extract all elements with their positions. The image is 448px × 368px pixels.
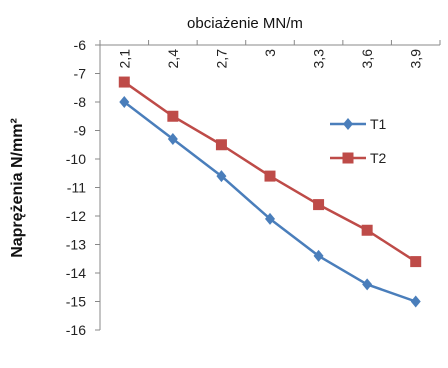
y-tick-label: -15 bbox=[66, 294, 86, 310]
data-point-t1 bbox=[410, 295, 421, 308]
data-point-t1 bbox=[265, 212, 275, 225]
x-tick-label: 2,7 bbox=[213, 49, 229, 69]
data-point-t1 bbox=[119, 96, 130, 108]
y-tick-label: -11 bbox=[67, 180, 86, 196]
y-tick-label: -8 bbox=[74, 94, 87, 110]
y-tick-labels: -6 -7 -8 -9 -10 -11 -12 -13 -14 -15 -16 bbox=[66, 37, 86, 338]
data-point-t1 bbox=[216, 170, 227, 183]
data-point-t2 bbox=[215, 139, 227, 151]
data-point-t2 bbox=[361, 224, 373, 236]
data-point-t2 bbox=[264, 170, 276, 182]
y-tick-label: -7 bbox=[74, 66, 87, 82]
x-tick-label: 3,3 bbox=[311, 49, 327, 69]
x-tick-label: 2,1 bbox=[116, 49, 132, 69]
y-axis-title: Naprężenia N/mm² bbox=[9, 118, 26, 258]
legend-marker-t1 bbox=[343, 118, 353, 130]
x-tick-label: 3 bbox=[262, 49, 278, 57]
y-tick-label: -13 bbox=[66, 237, 86, 253]
data-point-t2 bbox=[118, 76, 130, 88]
axes bbox=[95, 40, 441, 331]
legend-marker-t2 bbox=[342, 152, 354, 164]
data-point-t1 bbox=[167, 133, 178, 146]
x-tick-label: 2,4 bbox=[165, 49, 181, 69]
y-tick-label: -12 bbox=[66, 208, 86, 224]
data-point-t2 bbox=[313, 199, 325, 211]
legend-label-t1: T1 bbox=[370, 116, 387, 132]
x-tick-labels: 2,1 2,4 2,7 3 3,3 3,6 3,9 bbox=[116, 49, 423, 69]
y-tick-label: -10 bbox=[66, 151, 86, 167]
y-tick-label: -9 bbox=[74, 123, 87, 139]
data-point-t2 bbox=[410, 256, 422, 268]
y-tick-label: -16 bbox=[66, 322, 86, 338]
x-tick-label: 3,9 bbox=[408, 49, 424, 69]
x-axis-title: obciażenie MN/m bbox=[187, 15, 303, 32]
data-point-t1 bbox=[362, 278, 373, 291]
data-point-t1 bbox=[313, 249, 324, 262]
series-group bbox=[118, 76, 422, 308]
y-tick-label: -6 bbox=[74, 37, 87, 53]
legend-label-t2: T2 bbox=[370, 150, 387, 166]
y-tick-label: -14 bbox=[66, 265, 86, 281]
legend: T1 T2 bbox=[330, 116, 387, 166]
x-tick-label: 3,6 bbox=[359, 49, 375, 69]
data-point-t2 bbox=[167, 110, 179, 122]
